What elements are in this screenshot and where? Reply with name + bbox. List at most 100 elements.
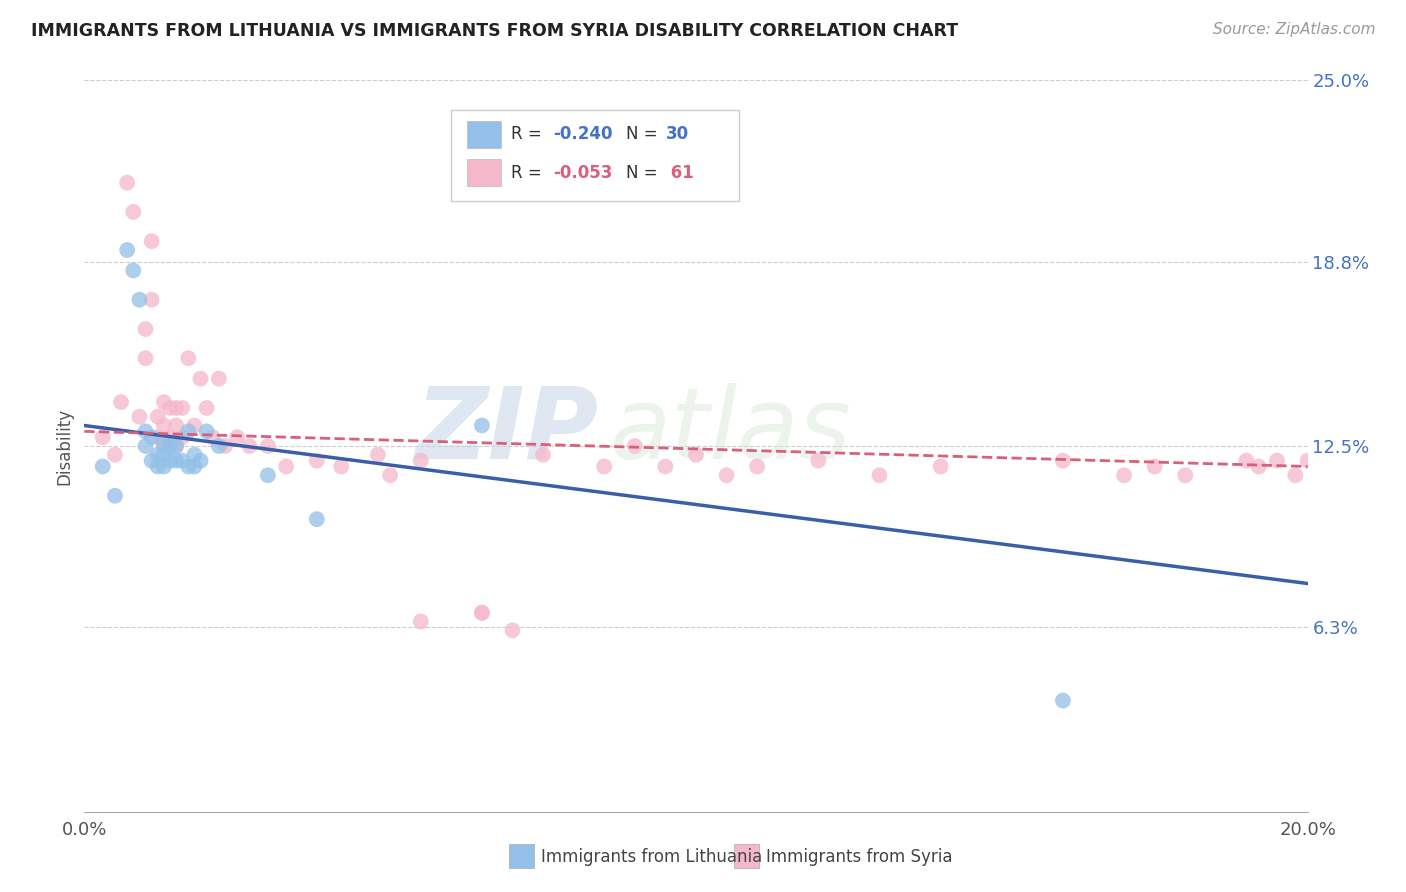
Point bbox=[135, 439, 157, 453]
Text: Immigrants from Syria: Immigrants from Syria bbox=[766, 848, 953, 866]
Point bbox=[305, 453, 328, 467]
Point bbox=[409, 615, 432, 629]
Point bbox=[1296, 453, 1319, 467]
Point bbox=[201, 430, 224, 444]
Point bbox=[238, 439, 260, 453]
Point bbox=[146, 409, 169, 424]
Point bbox=[747, 459, 769, 474]
Point bbox=[128, 409, 150, 424]
Point bbox=[141, 293, 163, 307]
Text: ZIP: ZIP bbox=[415, 383, 598, 480]
Point bbox=[153, 418, 176, 433]
Point bbox=[177, 351, 200, 366]
Point bbox=[624, 439, 647, 453]
Point bbox=[135, 351, 157, 366]
Point bbox=[593, 459, 616, 474]
Point bbox=[380, 468, 402, 483]
Point bbox=[869, 468, 891, 483]
Point bbox=[716, 468, 738, 483]
Point bbox=[172, 401, 194, 415]
Point bbox=[172, 453, 194, 467]
Point bbox=[471, 606, 494, 620]
Point bbox=[177, 425, 200, 439]
Point bbox=[685, 448, 707, 462]
Point bbox=[183, 459, 205, 474]
Point bbox=[183, 448, 205, 462]
Point bbox=[1052, 693, 1074, 707]
Point bbox=[208, 372, 231, 386]
Text: 30: 30 bbox=[665, 125, 689, 143]
Text: N =: N = bbox=[626, 125, 664, 143]
Point bbox=[165, 418, 187, 433]
Text: atlas: atlas bbox=[610, 383, 852, 480]
Text: -0.053: -0.053 bbox=[553, 164, 612, 182]
Point bbox=[1114, 468, 1136, 483]
Text: Source: ZipAtlas.com: Source: ZipAtlas.com bbox=[1212, 22, 1375, 37]
Point bbox=[471, 606, 494, 620]
Point bbox=[135, 322, 157, 336]
Point bbox=[122, 205, 145, 219]
Point bbox=[115, 176, 138, 190]
Point bbox=[214, 439, 236, 453]
Point bbox=[208, 439, 231, 453]
Text: N =: N = bbox=[626, 164, 664, 182]
Point bbox=[159, 401, 181, 415]
Text: R =: R = bbox=[512, 164, 547, 182]
Point bbox=[153, 448, 176, 462]
Point bbox=[172, 430, 194, 444]
Point bbox=[1052, 453, 1074, 467]
Point bbox=[257, 468, 280, 483]
Y-axis label: Disability: Disability bbox=[55, 408, 73, 484]
Point bbox=[165, 439, 187, 453]
Point bbox=[195, 425, 218, 439]
Point bbox=[929, 459, 952, 474]
Point bbox=[257, 439, 280, 453]
Point bbox=[177, 459, 200, 474]
Text: -0.240: -0.240 bbox=[553, 125, 613, 143]
Bar bbox=[467, 120, 502, 148]
Point bbox=[807, 453, 830, 467]
Text: R =: R = bbox=[512, 125, 547, 143]
Point bbox=[1265, 453, 1288, 467]
Point bbox=[104, 489, 127, 503]
Point bbox=[159, 439, 181, 453]
Point bbox=[1247, 459, 1270, 474]
Point bbox=[128, 293, 150, 307]
Point bbox=[153, 395, 176, 409]
Point bbox=[104, 448, 127, 462]
Point bbox=[165, 453, 187, 467]
Point bbox=[141, 453, 163, 467]
Point bbox=[1236, 453, 1258, 467]
Point bbox=[153, 436, 176, 450]
Point bbox=[471, 418, 494, 433]
Bar bbox=[467, 159, 502, 186]
Point bbox=[165, 401, 187, 415]
FancyBboxPatch shape bbox=[451, 110, 738, 201]
Point bbox=[91, 430, 114, 444]
Point bbox=[190, 372, 212, 386]
Point bbox=[135, 425, 157, 439]
Point bbox=[330, 459, 353, 474]
Point bbox=[122, 263, 145, 277]
Point bbox=[1143, 459, 1166, 474]
Point bbox=[183, 418, 205, 433]
Text: Immigrants from Lithuania: Immigrants from Lithuania bbox=[541, 848, 762, 866]
Point bbox=[146, 459, 169, 474]
Text: 61: 61 bbox=[665, 164, 695, 182]
Point bbox=[146, 448, 169, 462]
Point bbox=[110, 395, 132, 409]
Point bbox=[159, 430, 181, 444]
Point bbox=[276, 459, 298, 474]
Point bbox=[654, 459, 676, 474]
Point bbox=[190, 453, 212, 467]
Point bbox=[195, 401, 218, 415]
Point bbox=[91, 459, 114, 474]
Point bbox=[153, 439, 176, 453]
Point bbox=[141, 234, 163, 248]
Bar bbox=[734, 844, 759, 868]
Point bbox=[305, 512, 328, 526]
Bar bbox=[509, 844, 534, 868]
Point bbox=[409, 453, 432, 467]
Point bbox=[502, 624, 524, 638]
Point bbox=[159, 453, 181, 467]
